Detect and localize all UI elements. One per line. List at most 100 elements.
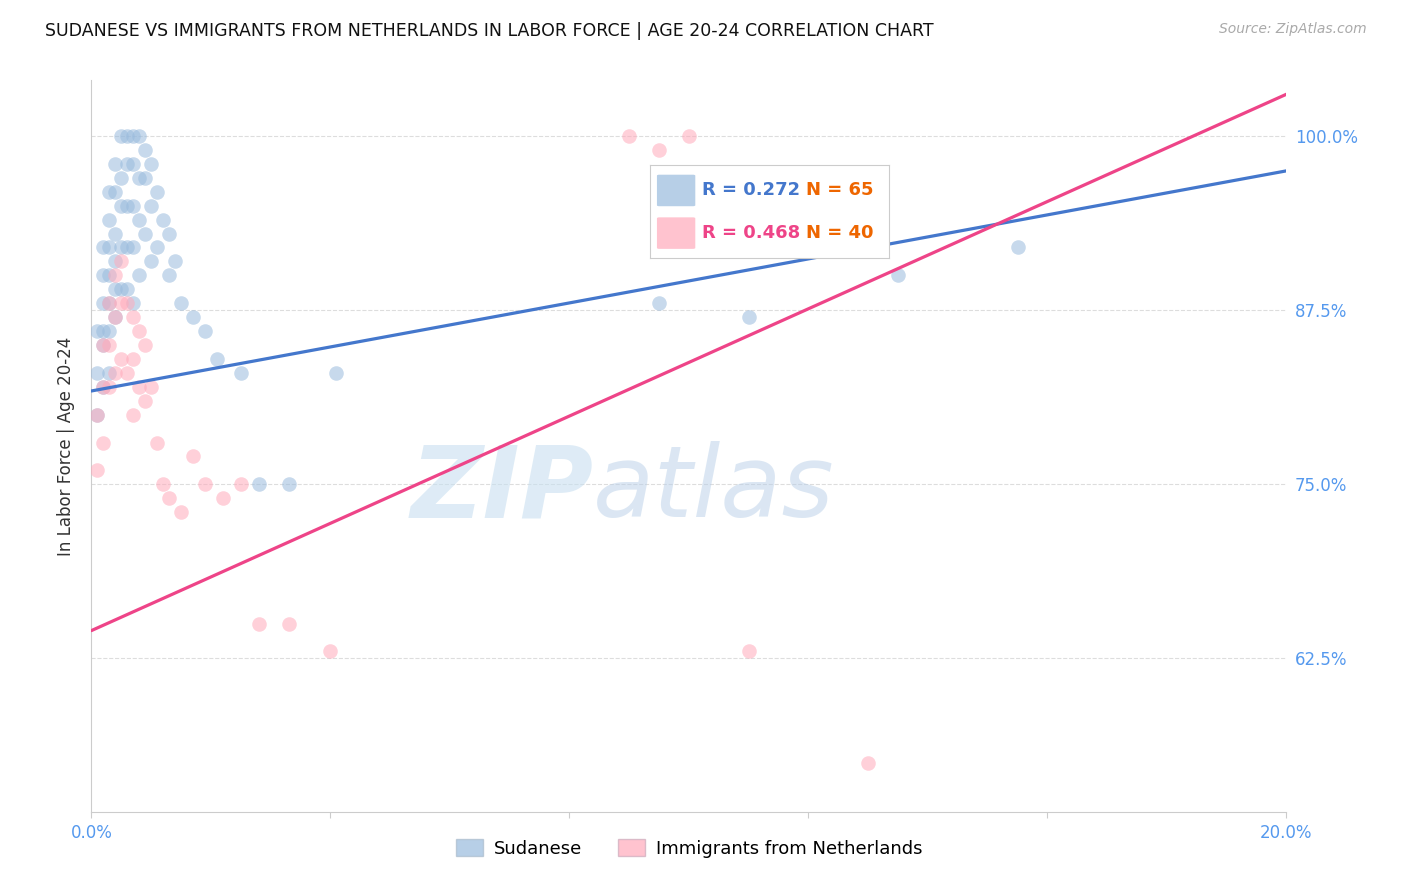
Text: R = 0.468: R = 0.468 <box>703 224 801 242</box>
Point <box>86 408 108 422</box>
Point <box>122 408 145 422</box>
Y-axis label: In Labor Force | Age 20-24: In Labor Force | Age 20-24 <box>58 336 76 556</box>
Point <box>678 128 700 143</box>
Point <box>648 143 671 157</box>
Point <box>98 240 121 254</box>
Point <box>157 491 180 506</box>
Point <box>181 450 204 464</box>
Point <box>98 380 121 394</box>
Point <box>146 240 169 254</box>
Point <box>110 128 132 143</box>
Point <box>104 157 127 171</box>
Point <box>152 212 174 227</box>
Point <box>86 324 108 338</box>
Point <box>93 268 115 283</box>
Point <box>146 435 169 450</box>
Point <box>98 366 121 380</box>
Point <box>93 338 115 352</box>
Point <box>737 310 759 325</box>
Point <box>122 128 145 143</box>
Point <box>115 199 138 213</box>
Point <box>115 128 138 143</box>
Point <box>93 240 115 254</box>
Point <box>115 282 138 296</box>
Point <box>134 338 156 352</box>
Point <box>122 296 145 310</box>
Point <box>887 268 910 283</box>
Point <box>110 240 132 254</box>
Point <box>858 756 880 770</box>
Point <box>115 366 138 380</box>
Point <box>211 491 233 506</box>
Text: Source: ZipAtlas.com: Source: ZipAtlas.com <box>1219 22 1367 37</box>
Point <box>104 282 127 296</box>
Point <box>98 212 121 227</box>
Point <box>104 227 127 241</box>
Point <box>229 366 252 380</box>
Point <box>86 463 108 477</box>
FancyBboxPatch shape <box>657 218 696 249</box>
Point <box>110 254 132 268</box>
Text: N = 65: N = 65 <box>806 181 873 200</box>
Point <box>110 351 132 366</box>
Point <box>134 143 156 157</box>
Point <box>115 296 138 310</box>
Point <box>128 380 150 394</box>
Point <box>115 157 138 171</box>
Point <box>141 199 163 213</box>
Point <box>134 170 156 185</box>
Point <box>128 212 150 227</box>
Point <box>104 310 127 325</box>
Point <box>319 644 342 658</box>
Point <box>93 435 115 450</box>
Text: N = 40: N = 40 <box>806 224 873 242</box>
Point <box>98 296 121 310</box>
Point <box>93 324 115 338</box>
Text: atlas: atlas <box>593 442 835 539</box>
Point <box>325 366 347 380</box>
Point <box>134 393 156 408</box>
Point <box>110 170 132 185</box>
Point <box>86 408 108 422</box>
Point <box>110 199 132 213</box>
Point <box>122 157 145 171</box>
Point <box>247 477 270 491</box>
Point <box>128 324 150 338</box>
Legend: Sudanese, Immigrants from Netherlands: Sudanese, Immigrants from Netherlands <box>449 832 929 865</box>
Point <box>141 157 163 171</box>
Point <box>141 380 163 394</box>
Point <box>194 477 217 491</box>
Point <box>619 128 641 143</box>
Point <box>104 366 127 380</box>
Text: R = 0.272: R = 0.272 <box>703 181 800 200</box>
Point <box>104 310 127 325</box>
Point <box>93 380 115 394</box>
Point <box>194 324 217 338</box>
Point <box>157 268 180 283</box>
Point <box>98 268 121 283</box>
Point <box>110 296 132 310</box>
Point <box>247 616 270 631</box>
Point <box>93 338 115 352</box>
Point <box>98 296 121 310</box>
Point <box>122 310 145 325</box>
Text: SUDANESE VS IMMIGRANTS FROM NETHERLANDS IN LABOR FORCE | AGE 20-24 CORRELATION C: SUDANESE VS IMMIGRANTS FROM NETHERLANDS … <box>45 22 934 40</box>
Point <box>277 477 299 491</box>
Point <box>128 170 150 185</box>
Point <box>128 268 150 283</box>
Point <box>122 240 145 254</box>
Point <box>277 616 299 631</box>
Point <box>170 505 193 519</box>
Point <box>163 254 186 268</box>
Point <box>115 240 138 254</box>
Point <box>104 254 127 268</box>
Point <box>86 366 108 380</box>
Point <box>648 296 671 310</box>
Point <box>104 185 127 199</box>
Point <box>122 351 145 366</box>
Point <box>93 380 115 394</box>
Point <box>205 351 228 366</box>
Text: ZIP: ZIP <box>411 442 593 539</box>
Point <box>98 324 121 338</box>
Point <box>157 227 180 241</box>
